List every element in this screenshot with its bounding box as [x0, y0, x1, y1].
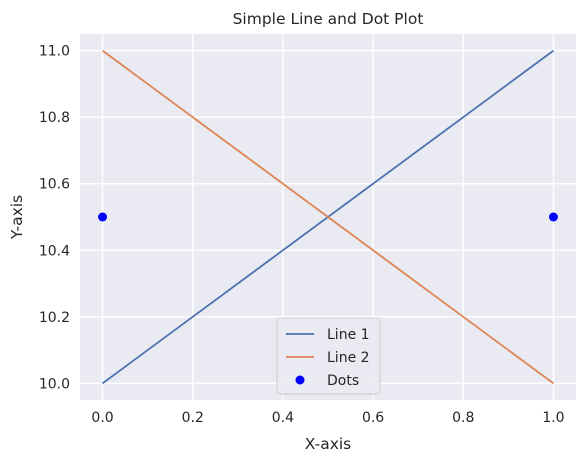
- legend-label-line-1: Line 1: [327, 327, 370, 343]
- x-tick-labels: 0.0 0.2 0.4 0.6 0.8 1.0: [91, 410, 564, 426]
- legend: Line 1 Line 2 Dots: [276, 317, 381, 395]
- x-tick-label: 0.4: [272, 410, 294, 426]
- x-tick-label: 0.8: [452, 410, 474, 426]
- legend-swatch-dots: [295, 375, 305, 385]
- y-tick-label: 10.0: [39, 376, 70, 392]
- legend-box: [276, 317, 381, 395]
- legend-label-line-2: Line 2: [327, 350, 370, 366]
- y-tick-label: 10.2: [39, 310, 70, 326]
- x-axis-label: X-axis: [305, 435, 352, 453]
- x-tick-label: 1.0: [542, 410, 564, 426]
- series-dots-point: [98, 212, 108, 222]
- y-tick-label: 11.0: [39, 44, 70, 60]
- x-tick-label: 0.2: [182, 410, 204, 426]
- chart-title: Simple Line and Dot Plot: [233, 10, 424, 28]
- y-tick-label: 10.6: [39, 177, 70, 193]
- x-tick-label: 0.6: [362, 410, 384, 426]
- y-tick-label: 10.4: [39, 243, 70, 259]
- legend-label-dots: Dots: [327, 373, 359, 389]
- series-layer: [98, 49, 558, 385]
- series-dots-point: [548, 212, 558, 222]
- x-tick-label: 0.0: [91, 410, 113, 426]
- y-tick-label: 10.8: [39, 110, 70, 126]
- y-axis-label: Y-axis: [8, 195, 26, 240]
- y-tick-labels: 10.0 10.2 10.4 10.6 10.8 11.0: [39, 44, 70, 393]
- series-line-2-line: [102, 49, 554, 385]
